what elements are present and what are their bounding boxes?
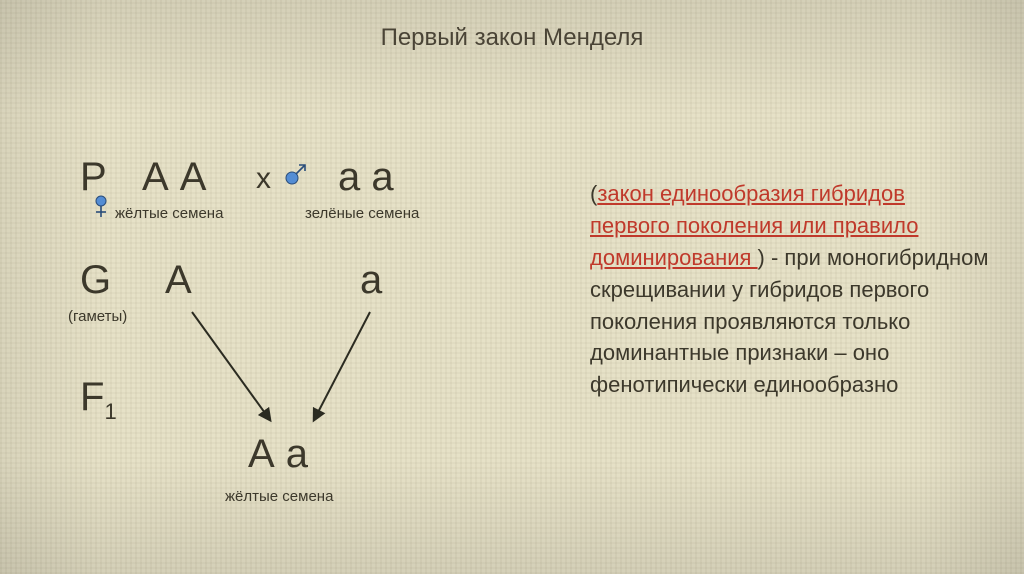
- offspring-genotype: А а: [248, 432, 308, 477]
- law-description: (закон единообразия гибридов первого пок…: [590, 178, 990, 401]
- f1-label: F1: [80, 375, 117, 425]
- f1-sub: 1: [104, 399, 116, 424]
- offspring-desc: жёлтые семена: [225, 488, 333, 505]
- desc-close-paren: ): [758, 245, 765, 270]
- f1-main: F: [80, 375, 104, 419]
